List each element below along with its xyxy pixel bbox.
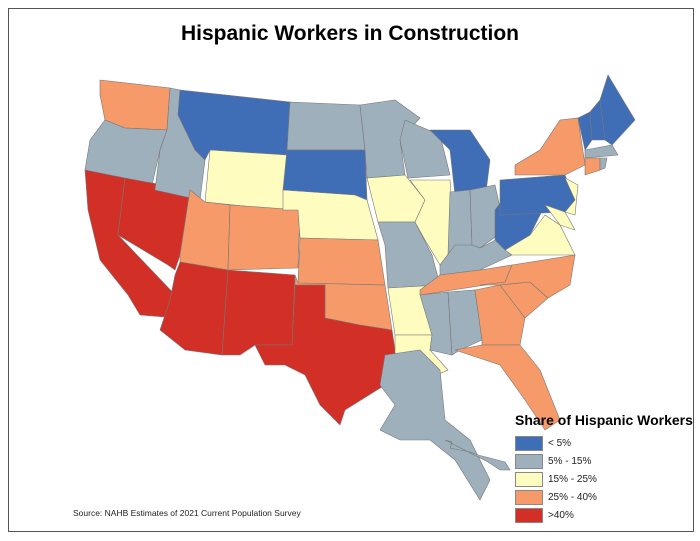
state-az [159, 261, 229, 356]
state-nc [479, 254, 576, 299]
map-title: Hispanic Workers in Construction [181, 22, 519, 45]
state-me [599, 74, 636, 146]
state-ak [379, 349, 491, 501]
source-note: Source: NAHB Estimates of 2021 Current P… [73, 508, 301, 518]
legend-item: >40% [515, 506, 693, 524]
state-pa [499, 174, 576, 216]
state-al [447, 289, 483, 356]
state-ma [584, 144, 619, 159]
legend-swatch [515, 435, 543, 451]
legend: Share of Hispanic Workers < 5% 5% - 15% … [512, 412, 693, 524]
state-or [84, 119, 168, 186]
legend-swatch [515, 453, 543, 469]
legend-label: < 5% [548, 437, 572, 449]
state-mn [359, 99, 421, 179]
legend-title: Share of Hispanic Workers [515, 412, 693, 428]
state-hi [444, 439, 511, 471]
state-mt [177, 89, 291, 161]
legend-item: 25% - 40% [515, 488, 693, 506]
state-ct [584, 157, 601, 176]
state-ri [599, 157, 608, 171]
legend-item: < 5% [515, 434, 693, 452]
state-nd [286, 101, 366, 151]
legend-item: 15% - 25% [515, 470, 693, 488]
state-ms [419, 291, 453, 356]
legend-label: >40% [548, 509, 574, 521]
state-ny [514, 117, 586, 176]
state-il [409, 179, 456, 266]
legend-label: 5% - 15% [548, 455, 592, 467]
state-nj [564, 177, 579, 216]
legend-swatch [515, 507, 543, 523]
legend-swatch [515, 471, 543, 487]
legend-label: 25% - 40% [548, 491, 597, 503]
state-wi [399, 119, 451, 179]
state-tx [254, 284, 399, 426]
state-ks [297, 237, 386, 286]
legend-item: 5% - 15% [515, 452, 693, 470]
legend-swatch [515, 489, 543, 505]
state-md [544, 204, 576, 231]
state-wy [204, 149, 288, 211]
state-fl [454, 344, 561, 431]
state-co [227, 204, 301, 271]
legend-label: 15% - 25% [548, 473, 597, 485]
state-nm [221, 269, 296, 356]
